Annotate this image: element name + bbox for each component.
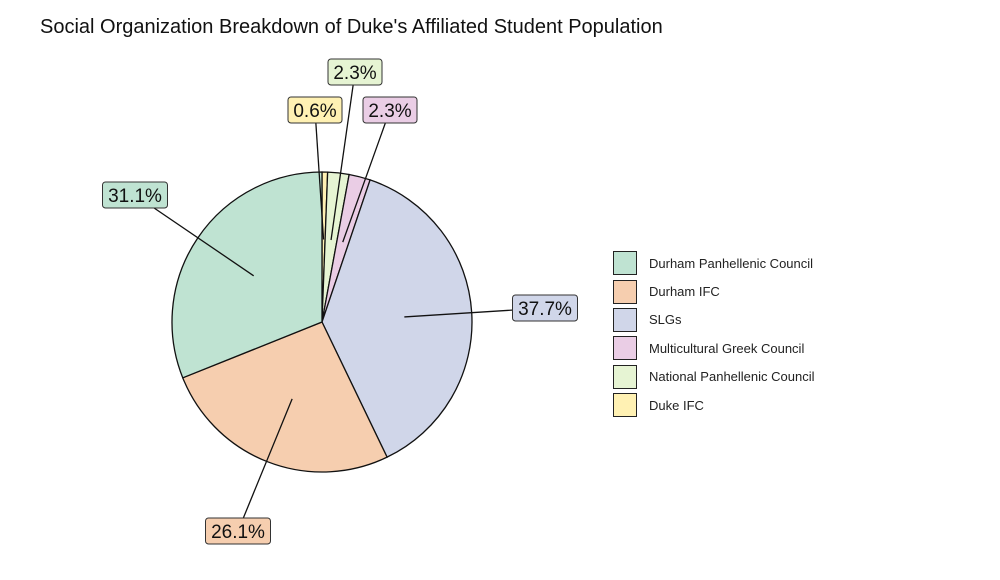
legend-item: Durham Panhellenic Council: [613, 249, 815, 277]
legend-item: Duke IFC: [613, 391, 815, 419]
legend-label: National Panhellenic Council: [649, 369, 815, 385]
data-label-box: [205, 517, 271, 545]
data-label-box: [102, 181, 168, 209]
legend-label: SLGs: [649, 312, 682, 328]
legend-label: Multicultural Greek Council: [649, 340, 805, 356]
legend-swatch: [613, 251, 637, 276]
legend-item: National Panhellenic Council: [613, 363, 815, 391]
data-label-box: [362, 96, 418, 124]
legend-label: Durham IFC: [649, 284, 720, 300]
legend: Durham Panhellenic Council Durham IFC SLGs…: [613, 249, 815, 419]
legend-swatch: [613, 336, 637, 361]
data-label-box: [287, 96, 343, 124]
legend-item: Durham IFC: [613, 277, 815, 305]
legend-swatch: [613, 279, 637, 304]
data-label: 26.1%: [211, 522, 265, 543]
data-label-box: [512, 294, 578, 322]
chart-title: Social Organization Breakdown of Duke's …: [40, 16, 663, 38]
leader-line: [330, 71, 356, 241]
leader-line: [314, 109, 325, 240]
pie-slice-durham-ifc: [181, 321, 388, 473]
pie-slices: [171, 171, 473, 473]
leader-line: [342, 109, 391, 243]
data-label: 2.3%: [368, 101, 411, 122]
data-label: 37.7%: [518, 299, 572, 320]
data-label: 2.3%: [333, 63, 376, 84]
legend-item: SLGs: [613, 306, 815, 334]
data-label-box: [327, 58, 383, 86]
legend-label: Duke IFC: [649, 397, 704, 413]
leader-line: [237, 398, 293, 532]
legend-swatch: [613, 307, 637, 332]
legend-swatch: [613, 393, 637, 418]
legend-label: Durham Panhellenic Council: [649, 255, 814, 271]
data-label: 0.6%: [293, 101, 336, 122]
data-label: 31.1%: [108, 186, 162, 207]
legend-item: Multicultural Greek Council: [613, 334, 815, 362]
legend-swatch: [613, 364, 637, 389]
data-labels: 0.6% 2.3% 2.3% 37.7% 26.1% 31.1%: [102, 58, 578, 545]
